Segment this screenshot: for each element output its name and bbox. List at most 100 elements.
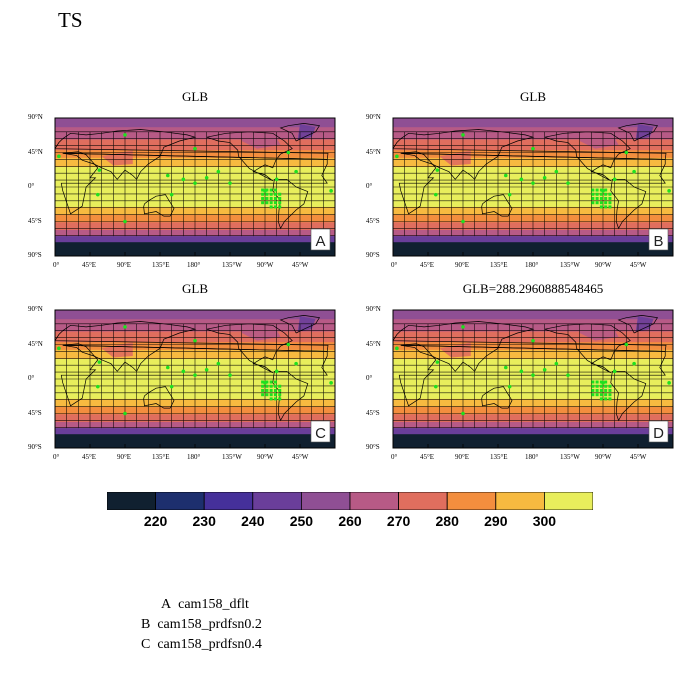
coastline: [143, 194, 175, 217]
legend-item-b: B cam158_prdfsn0.2: [141, 617, 262, 632]
lon-tick-label: 45°W: [292, 453, 309, 461]
marker-dot: [265, 384, 269, 388]
temperature-band: [55, 428, 335, 435]
marker-dot: [595, 380, 599, 384]
lat-tick-label: 45°N: [366, 147, 381, 156]
marker-dot: [667, 381, 671, 385]
marker-dot: [507, 384, 512, 389]
marker-dot: [542, 368, 547, 372]
lat-tick-label: 45°S: [28, 216, 42, 225]
marker-dot: [269, 393, 273, 397]
marker-dot: [265, 380, 269, 384]
lon-tick-label: 135°W: [222, 453, 242, 461]
marker-dot: [604, 196, 608, 200]
marker-dot: [286, 342, 291, 347]
marker-dot: [181, 369, 186, 374]
marker-dot: [123, 325, 127, 329]
lat-tick-label: 90°N: [28, 113, 43, 121]
marker-dot: [604, 205, 608, 209]
marker-dot: [519, 177, 524, 182]
lon-tick-label: 135°E: [490, 261, 508, 269]
marker-dot: [608, 196, 612, 200]
marker-dot: [261, 380, 265, 384]
panel-title: GLB=288.2960888548465: [462, 281, 604, 296]
marker-dot: [599, 188, 603, 192]
lat-tick-label: 45°S: [28, 408, 42, 417]
panel-title: GLB: [182, 281, 208, 296]
lat-tick-label: 90°S: [366, 443, 380, 451]
marker-dot: [228, 373, 232, 377]
lon-tick-label: 45°W: [630, 261, 647, 269]
temperature-band: [393, 310, 673, 320]
lat-tick-label: 0°: [28, 182, 35, 190]
marker-dot: [261, 192, 265, 196]
marker-dot: [591, 192, 595, 196]
marker-dot: [595, 196, 599, 200]
marker-dot: [165, 173, 170, 178]
marker-dot: [604, 201, 608, 205]
colorbar-label: 280: [435, 513, 459, 529]
legend-item-c: C cam158_prdfsn0.4: [141, 637, 262, 652]
marker-dot: [632, 361, 636, 366]
marker-dot: [591, 388, 595, 392]
marker-dot: [57, 154, 61, 159]
marker-dot: [273, 397, 277, 401]
lat-tick-label: 90°N: [366, 113, 381, 121]
coastline: [60, 151, 328, 215]
marker-dot: [433, 192, 438, 197]
colorbar-segment: [300, 492, 351, 510]
marker-dot: [433, 384, 438, 389]
marker-dot: [531, 181, 535, 185]
marker-dot: [604, 388, 608, 392]
panel-letter: D: [653, 425, 664, 442]
marker-dot: [265, 393, 269, 397]
marker-dot: [595, 201, 599, 205]
marker-dot: [566, 373, 570, 377]
panel-title: GLB: [182, 89, 208, 104]
marker-dot: [269, 196, 273, 200]
marker-dot: [169, 384, 174, 389]
lat-tick-label: 45°N: [28, 147, 43, 156]
marker-dot: [269, 201, 273, 205]
lon-tick-label: 45°E: [82, 261, 97, 269]
marker-dot: [278, 201, 282, 205]
lon-tick-label: 45°E: [420, 261, 435, 269]
marker-dot: [193, 373, 197, 377]
marker-dot: [278, 388, 282, 392]
marker-dot: [599, 397, 603, 401]
marker-dot: [604, 397, 608, 401]
lat-tick-label: 45°N: [366, 339, 381, 348]
lon-tick-label: 90°W: [595, 261, 612, 269]
coastline: [610, 178, 647, 230]
marker-dot: [519, 369, 524, 374]
colorbar-segment: [446, 492, 497, 510]
marker-dot: [667, 189, 671, 193]
temperature-patch: [148, 369, 188, 387]
marker-dot: [624, 150, 629, 155]
temperature-patch: [241, 131, 281, 149]
marker-dot: [395, 154, 399, 159]
marker-dot: [278, 393, 282, 397]
marker-dot: [273, 384, 277, 388]
lon-tick-label: 135°E: [490, 453, 508, 461]
lon-tick-label: 180°: [187, 453, 201, 461]
panel-letter: C: [315, 425, 326, 442]
lon-tick-label: 135°W: [222, 261, 242, 269]
lon-tick-label: 90°W: [595, 453, 612, 461]
marker-dot: [273, 201, 277, 205]
temperature-band: [55, 118, 335, 128]
marker-dot: [261, 196, 265, 200]
temperature-band: [55, 310, 335, 320]
marker-dot: [228, 181, 232, 185]
marker-dot: [599, 380, 603, 384]
marker-dot: [204, 368, 209, 372]
colorbar-label: 250: [289, 513, 314, 529]
marker-dot: [503, 365, 508, 370]
grid: [393, 131, 673, 237]
coastline: [544, 131, 631, 182]
colorbar-segment: [349, 492, 399, 510]
colorbar-label: 300: [532, 513, 557, 529]
temperature-patch: [579, 323, 619, 341]
marker-dot: [286, 150, 291, 155]
lat-tick-label: 45°S: [366, 216, 380, 225]
